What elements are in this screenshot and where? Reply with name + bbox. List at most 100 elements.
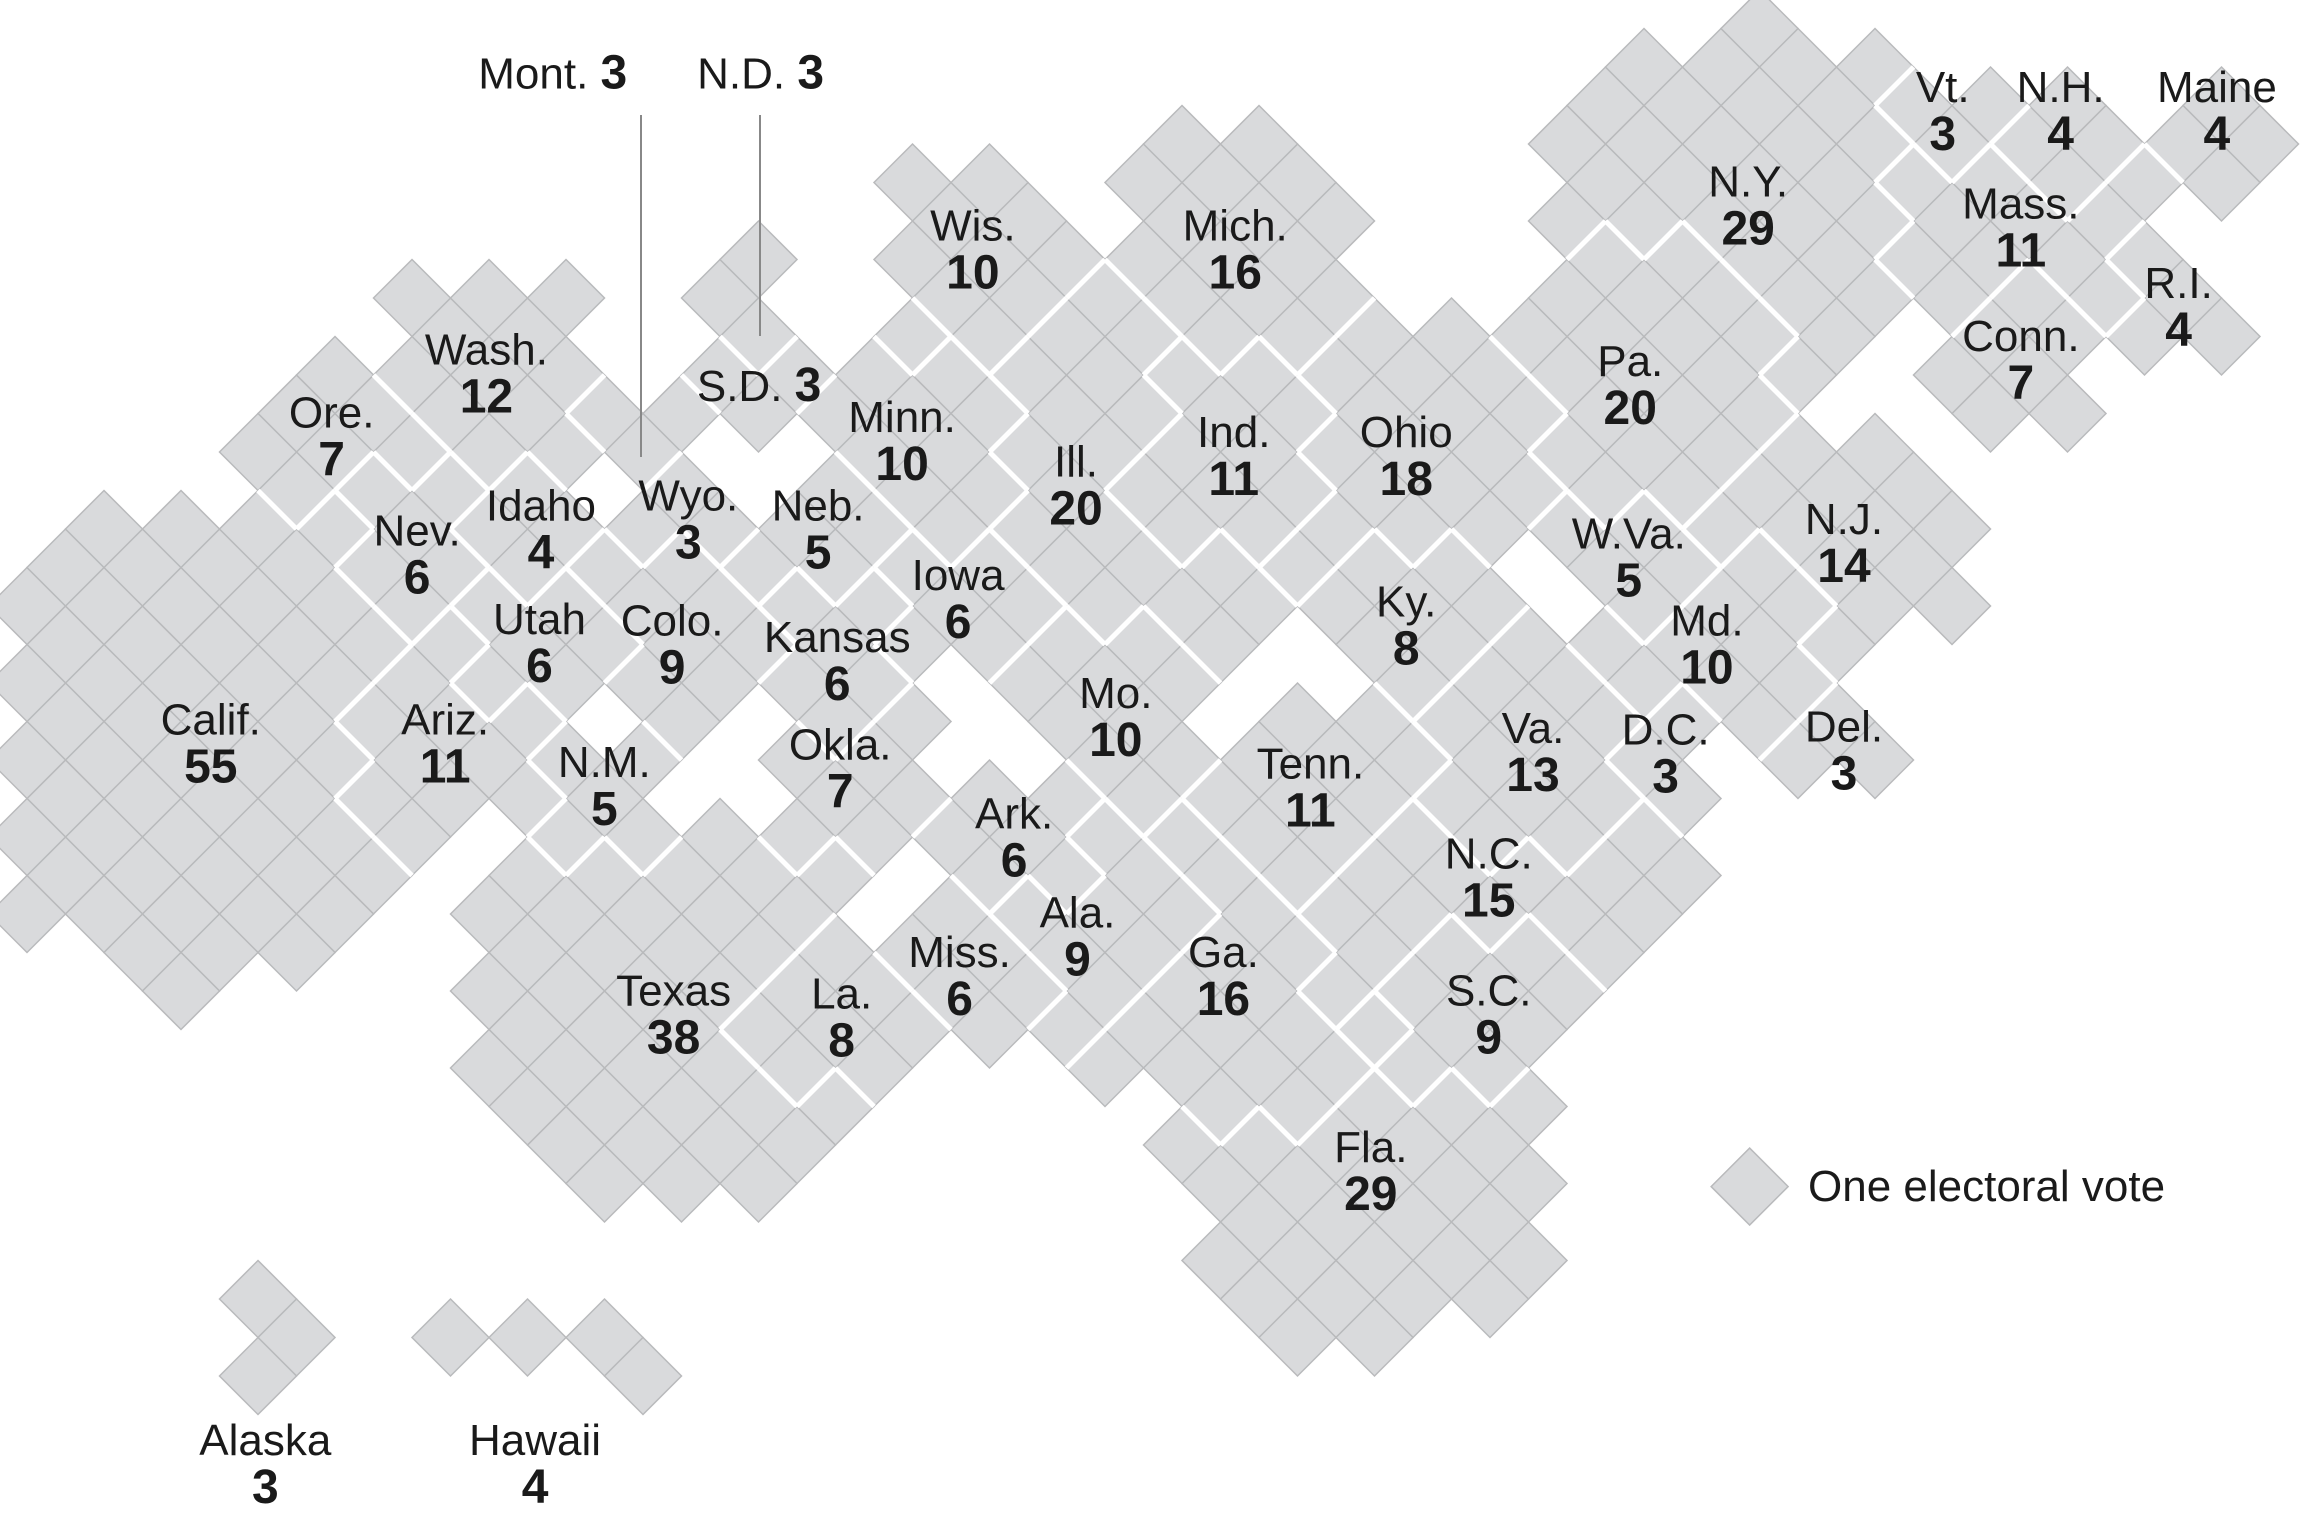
state-border xyxy=(1988,257,2031,300)
state-border xyxy=(1411,1066,1454,1109)
state-votes: 11 xyxy=(1285,785,1336,838)
state-border xyxy=(1603,681,1646,724)
state-border xyxy=(333,719,376,762)
state-border xyxy=(910,296,953,339)
state-votes: 6 xyxy=(526,640,553,693)
electoral-vote-tile xyxy=(449,874,529,954)
state-name: Mo. xyxy=(1079,669,1152,718)
state-borders xyxy=(256,65,2185,1147)
state-name: Okla. xyxy=(789,720,892,769)
state-border xyxy=(333,450,376,493)
state-border xyxy=(1141,604,1184,647)
state-border xyxy=(641,450,684,493)
state-border xyxy=(756,565,799,608)
state-border xyxy=(1873,103,1916,146)
state-border xyxy=(525,565,568,608)
state-label-nm: N.M.5 xyxy=(558,738,651,836)
state-name: Iowa xyxy=(912,551,1005,600)
state-border xyxy=(1334,989,1377,1032)
state-name: Ky. xyxy=(1376,577,1436,626)
state-border xyxy=(410,411,453,454)
state-border xyxy=(1295,334,1338,377)
electoral-vote-tile xyxy=(1219,104,1299,184)
state-votes: 4 xyxy=(2204,108,2231,161)
state-border xyxy=(1218,334,1261,377)
state-name: Kansas xyxy=(764,613,911,662)
electoral-vote-tile xyxy=(1604,27,1684,107)
state-label-al: Ala.9 xyxy=(1040,888,1116,986)
state-border xyxy=(602,642,645,685)
state-border xyxy=(756,642,799,685)
state-label-wy: Wyo.3 xyxy=(638,471,738,569)
state-label-ok: Okla.7 xyxy=(789,720,892,818)
state-label-in: Ind.11 xyxy=(1197,408,1270,506)
state-border xyxy=(987,642,1030,685)
state-border xyxy=(795,565,838,608)
state-border xyxy=(564,565,607,608)
state-votes: 11 xyxy=(1208,453,1259,506)
state-border xyxy=(1103,796,1146,839)
state-border xyxy=(1026,604,1069,647)
state-border xyxy=(1796,565,1839,608)
electoral-vote-tile xyxy=(1411,296,1492,377)
state-name: N.M. xyxy=(558,738,651,787)
state-border xyxy=(1180,334,1223,377)
state-border xyxy=(1064,873,1107,916)
state-border xyxy=(487,450,530,493)
state-border xyxy=(1064,1027,1107,1070)
state-border xyxy=(795,373,838,416)
state-border xyxy=(718,989,761,1032)
state-border xyxy=(1180,912,1223,955)
state-votes: 29 xyxy=(1344,1168,1397,1221)
state-border xyxy=(1372,527,1415,570)
state-border xyxy=(987,527,1030,570)
state-votes: 14 xyxy=(1817,540,1871,593)
state-border xyxy=(1680,527,1723,570)
state-border xyxy=(641,719,684,762)
state-votes: 5 xyxy=(805,527,832,580)
state-name-votes: N.D. 3 xyxy=(697,47,824,100)
state-border xyxy=(371,642,414,685)
state-name: Wash. xyxy=(425,325,548,374)
state-border xyxy=(371,835,414,878)
state-border xyxy=(910,334,953,377)
state-border xyxy=(1180,1104,1223,1147)
state-border xyxy=(833,450,876,493)
state-border xyxy=(1642,219,1685,262)
state-border xyxy=(448,681,491,724)
state-name: Miss. xyxy=(908,928,1011,977)
state-border xyxy=(1796,642,1839,685)
state-name: Neb. xyxy=(772,482,865,531)
state-border xyxy=(1141,796,1184,839)
state-border xyxy=(487,565,530,608)
state-label-mo: Mo.10 xyxy=(1079,669,1152,767)
state-border xyxy=(833,719,876,762)
electoral-vote-tile xyxy=(256,912,337,993)
state-border xyxy=(1141,835,1184,878)
state-name: Va. xyxy=(1502,704,1565,753)
state-name: Ore. xyxy=(289,389,375,438)
state-border xyxy=(448,642,491,685)
state-border xyxy=(641,527,684,570)
state-border xyxy=(1950,142,1993,185)
state-border xyxy=(1103,257,1146,300)
electoral-vote-tile xyxy=(872,142,953,223)
state-border xyxy=(910,989,953,1032)
state-border xyxy=(872,604,915,647)
state-border xyxy=(1719,527,1762,570)
state-label-mt: Mont. 3 xyxy=(478,47,627,100)
state-name: S.C. xyxy=(1446,967,1532,1016)
state-label-nj: N.J.14 xyxy=(1805,495,1883,593)
electoral-vote-tile xyxy=(64,489,144,569)
state-name: W.Va. xyxy=(1572,510,1686,559)
electoral-vote-tile xyxy=(1527,104,1607,184)
state-votes: 9 xyxy=(1064,933,1091,986)
state-border xyxy=(1603,219,1646,262)
state-border xyxy=(1141,296,1184,339)
state-border xyxy=(987,373,1030,416)
